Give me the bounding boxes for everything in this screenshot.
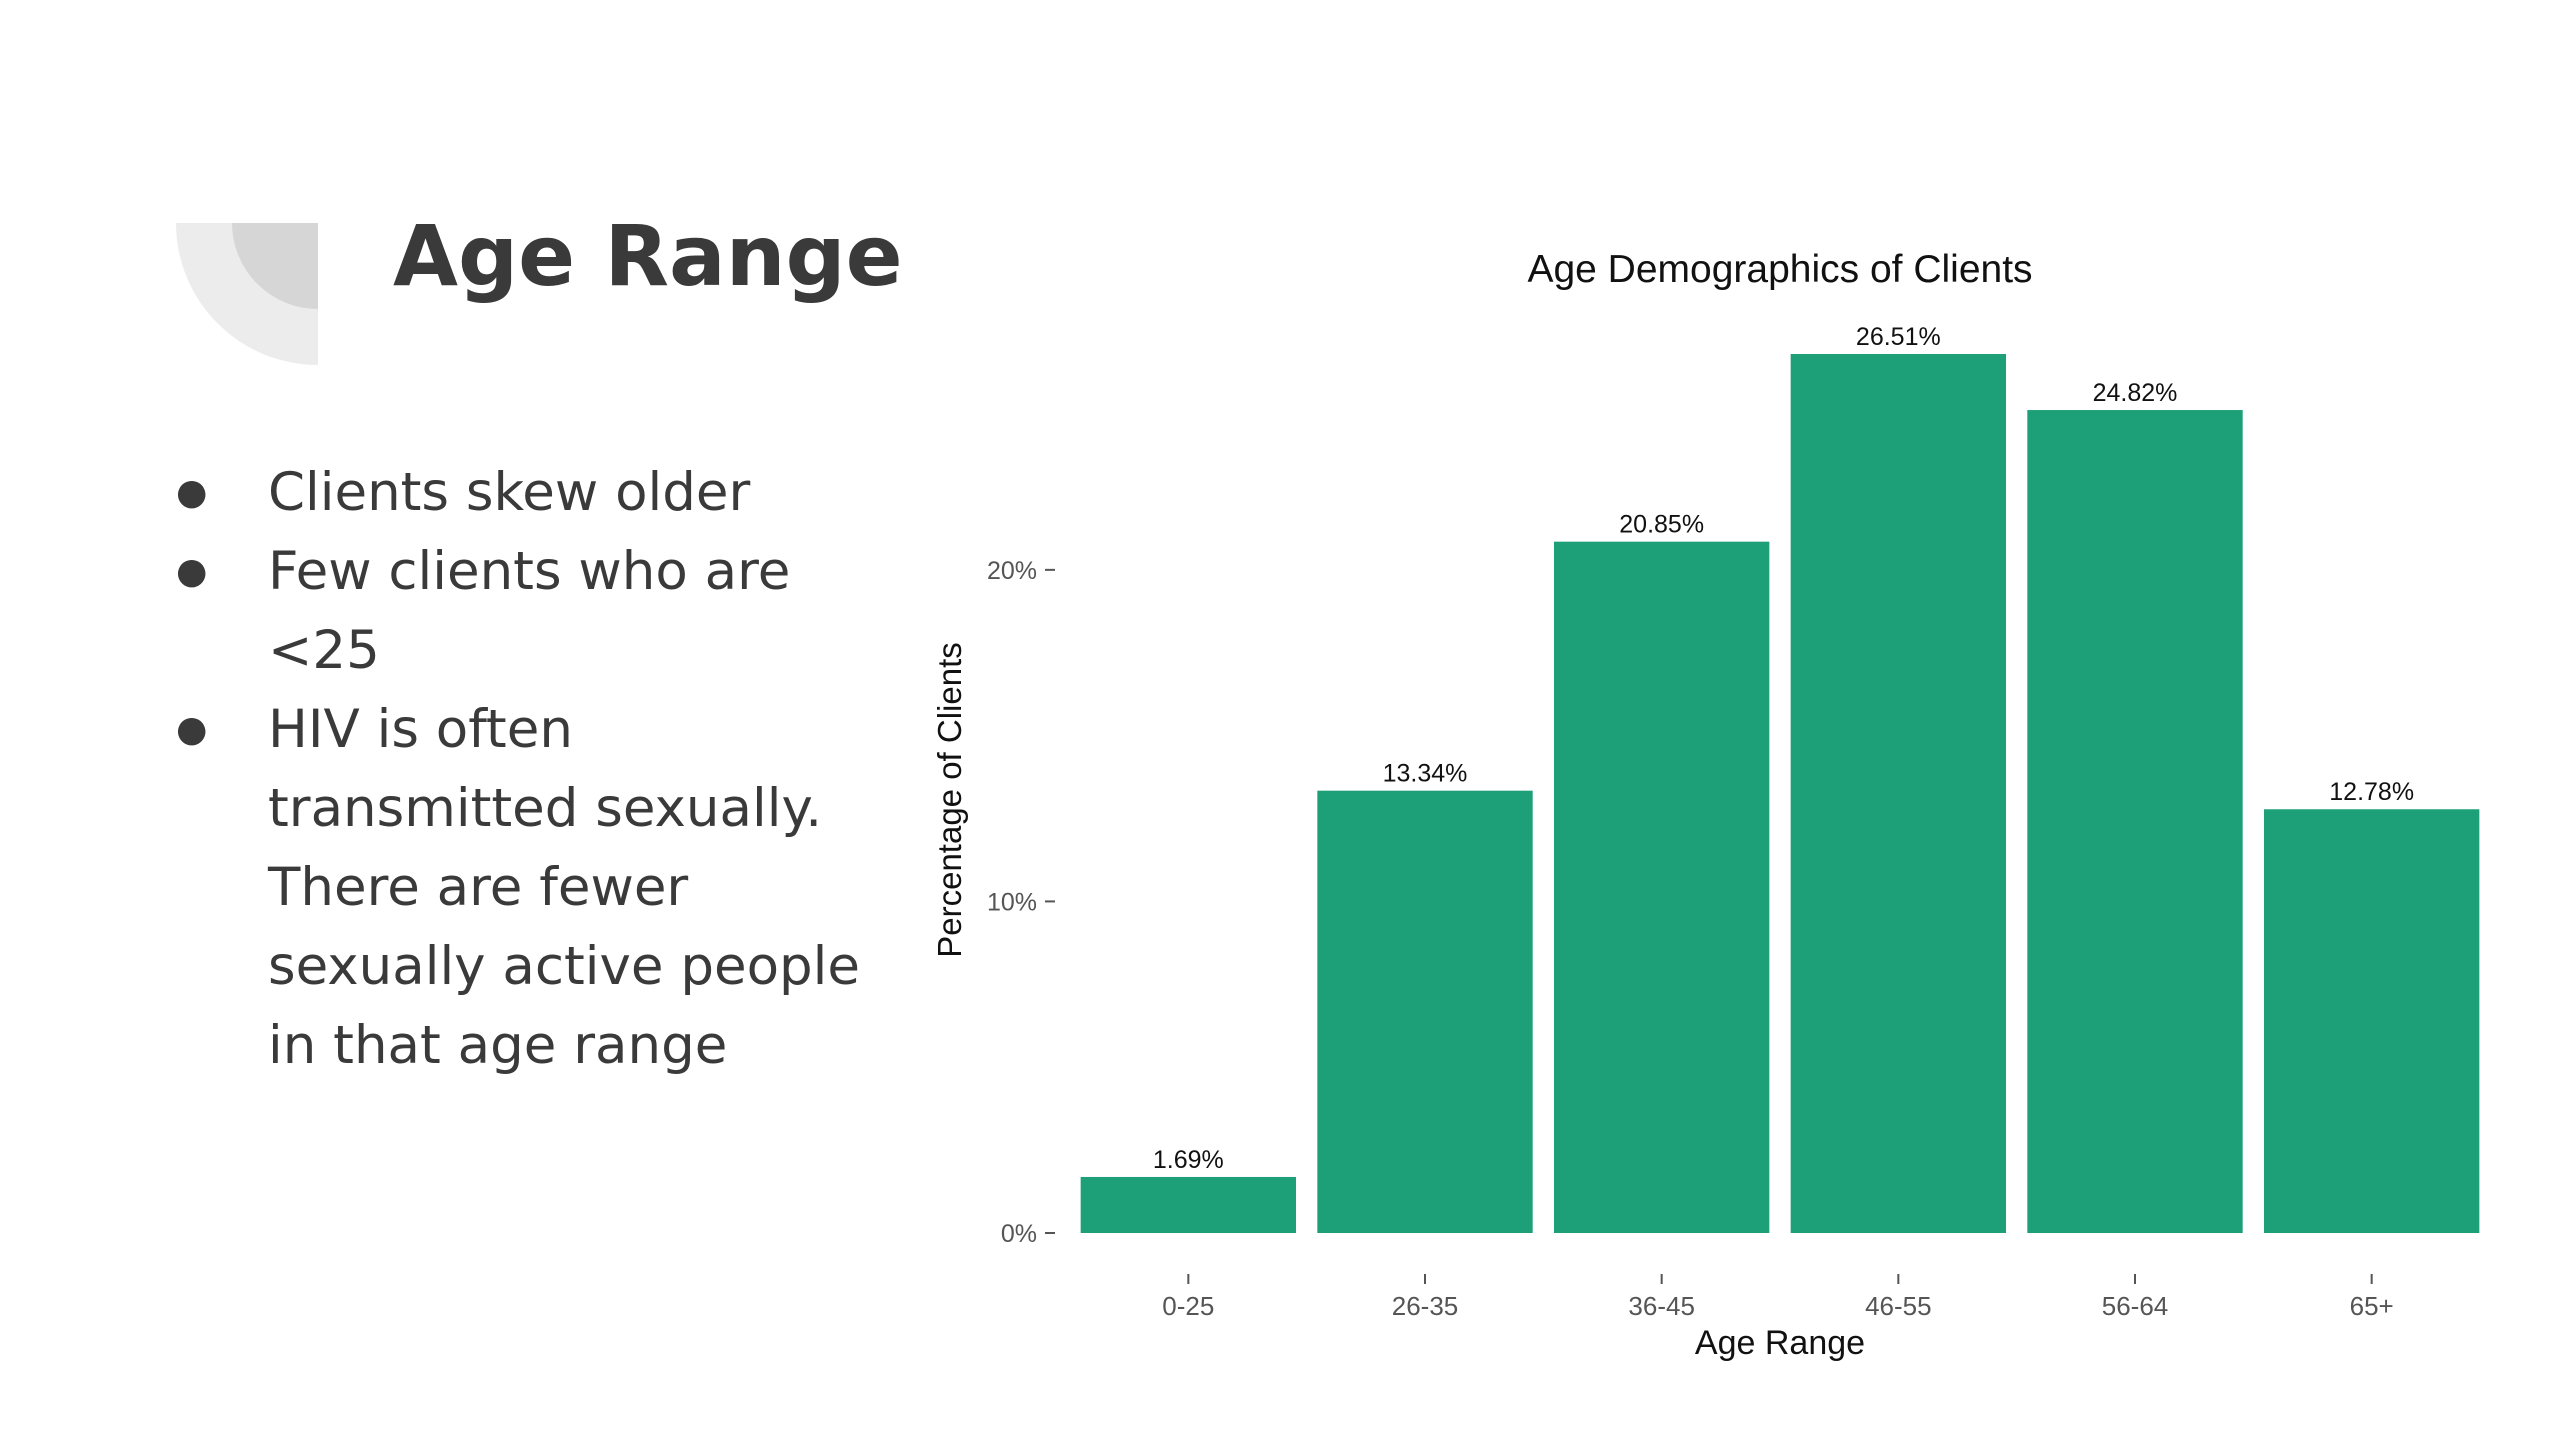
x-tick-label: 36-45 [1628, 1291, 1695, 1321]
bar-26-35 [1317, 790, 1533, 1233]
x-tick-label: 56-64 [2102, 1291, 2169, 1321]
bar-56-64 [2027, 410, 2243, 1233]
y-tick-label: 10% [987, 888, 1037, 916]
x-tick-label: 65+ [2350, 1291, 2394, 1321]
bullet-item: Few clients who are <25 [176, 532, 876, 690]
age-demographics-chart: Age Demographics of Clients Percentage o… [931, 248, 2480, 1362]
y-axis-label: Percentage of Clients [931, 642, 968, 958]
y-tick-label: 20% [987, 557, 1037, 585]
bar-value-label: 1.69% [1153, 1146, 1224, 1174]
y-tick-label: 0% [1001, 1220, 1037, 1248]
x-axis-label: Age Range [1695, 1324, 1865, 1362]
plot-area: 0% 10% 20% 1.69% 0-25 13.34% 26-35 20.85% 36-45 2… [987, 323, 2480, 1321]
bar-value-label: 13.34% [1383, 760, 1468, 788]
bullet-item: HIV is often transmitted sexually. There… [176, 690, 876, 1085]
x-tick-label: 26-35 [1392, 1291, 1459, 1321]
bar-36-45 [1553, 541, 1770, 1233]
x-tick-label: 46-55 [1865, 1291, 1932, 1321]
bar-65+ [2263, 809, 2480, 1233]
bar-value-label: 24.82% [2093, 379, 2178, 407]
chart-title: Age Demographics of Clients [1527, 248, 2032, 291]
quarter-circle-decoration-icon [176, 223, 318, 365]
bar-0-25 [1080, 1176, 1297, 1233]
bar-value-label: 26.51% [1856, 323, 1941, 351]
bar-46-55 [1790, 354, 2007, 1233]
bar-value-label: 20.85% [1619, 511, 1704, 539]
slide-title: Age Range [393, 207, 903, 305]
x-tick-label: 0-25 [1162, 1291, 1214, 1321]
bullet-list: Clients skew older Few clients who are <… [176, 453, 876, 1085]
bullet-item: Clients skew older [176, 453, 876, 532]
bar-value-label: 12.78% [2329, 778, 2414, 806]
quarter-circle-inner [232, 223, 318, 309]
